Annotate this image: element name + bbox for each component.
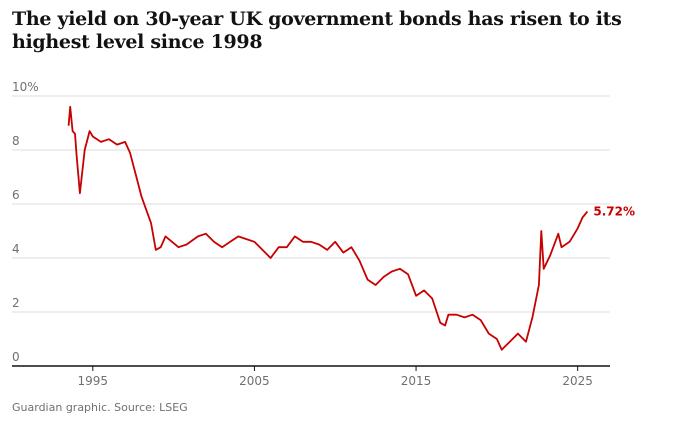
y-tick-label: 4 — [12, 242, 20, 256]
y-tick-label: 0 — [12, 350, 20, 364]
x-tick-label: 2025 — [562, 374, 593, 388]
x-tick-label: 1995 — [78, 374, 109, 388]
data-line — [67, 105, 589, 351]
y-tick-label: 6 — [12, 188, 20, 202]
end-label: 5.72% — [593, 205, 635, 219]
y-tick-label: 8 — [12, 134, 20, 148]
chart: 0 2 4 6 8 10% 1995 2005 2015 2025 5.72% — [12, 80, 635, 388]
source-note: Guardian graphic. Source: LSEG — [12, 401, 188, 414]
y-tick-label: 2 — [12, 296, 20, 310]
chart-title: The yield on 30-year UK government bonds… — [12, 8, 622, 53]
y-tick-label: 10% — [12, 80, 39, 94]
x-tick-label: 2015 — [401, 374, 432, 388]
x-tick-label: 2005 — [239, 374, 270, 388]
